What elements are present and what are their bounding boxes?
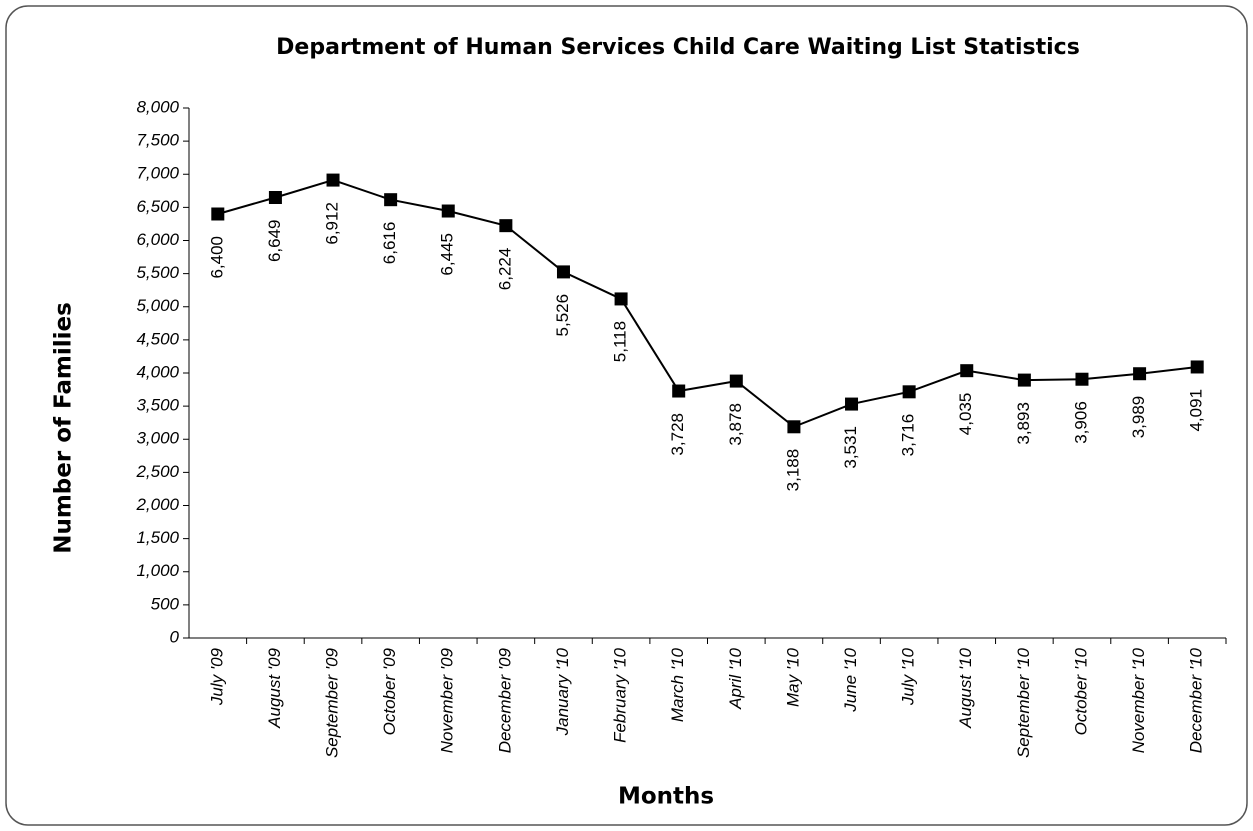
x-tick-label: September '10 [1014,647,1033,758]
x-tick-label: July '09 [207,647,226,706]
x-tick-label: September '09 [323,647,342,758]
y-tick-label: 1,000 [136,561,179,580]
data-label: 3,878 [726,403,745,446]
marker [1017,373,1031,387]
data-label: 6,224 [495,248,514,291]
x-tick-label: March '10 [668,647,687,722]
chart-border [5,5,1248,826]
data-label: 4,035 [956,393,975,436]
marker [614,292,628,306]
y-tick-label: 4,500 [136,329,179,348]
marker [211,207,225,221]
y-tick-label: 7,500 [136,131,179,150]
x-tick-label: December '10 [1187,647,1206,753]
data-label: 6,400 [207,236,226,279]
y-tick-label: 500 [151,594,180,613]
marker [1075,372,1089,386]
x-tick-label: October '09 [380,647,399,735]
marker [1133,367,1147,381]
x-tick-label: August '10 [956,647,975,728]
marker [1190,360,1204,374]
data-label: 6,445 [438,233,457,276]
y-tick-label: 4,000 [136,362,179,381]
data-label: 5,526 [553,294,572,337]
marker [268,191,282,205]
data-label: 3,906 [1071,401,1090,444]
marker [902,385,916,399]
y-tick-label: 2,500 [135,462,179,481]
x-tick-label: June '10 [841,647,860,712]
data-label: 3,989 [1129,396,1148,439]
x-tick-label: February '10 [611,647,630,742]
data-label: 5,118 [611,321,630,362]
y-tick-label: 6,500 [136,197,179,216]
x-tick-label: November '10 [1129,647,1148,753]
marker [326,173,340,187]
marker [441,204,455,218]
x-tick-label: May '10 [783,647,802,707]
marker [672,384,686,398]
line [217,179,1198,428]
marker [960,364,974,378]
data-label: 4,091 [1187,389,1206,432]
marker [556,265,570,279]
x-tick-label: December '09 [495,647,514,753]
x-axis-label: Months [618,784,714,810]
marker [384,193,398,207]
x-tick-label: January '10 [553,647,572,736]
y-tick-label: 3,500 [136,396,179,415]
y-tick-label: 3,000 [136,429,179,448]
x-tick-label: April '10 [726,647,745,709]
data-label: 3,893 [1014,402,1033,445]
data-label: 6,912 [323,202,342,245]
marker [845,397,859,411]
data-label: 3,188 [783,449,802,492]
data-label: 3,716 [899,414,918,457]
data-label: 3,728 [668,413,687,456]
y-tick-label: 0 [170,627,180,646]
y-tick-label: 1,500 [136,528,179,547]
y-tick-label: 8,000 [136,97,179,116]
data-label: 6,616 [380,222,399,265]
x-tick-label: October '10 [1071,647,1090,735]
y-axis-label: Number of Families [51,302,77,554]
y-tick-label: 6,000 [136,230,179,249]
x-tick-label: July '10 [899,647,918,706]
y-tick-label: 5,500 [136,263,179,282]
chart-title: Department of Human Services Child Care … [276,35,1080,60]
y-tick-label: 5,000 [136,296,179,315]
data-label: 6,649 [265,220,284,263]
y-tick-label: 2,000 [135,495,179,514]
x-tick-label: November '09 [438,647,457,753]
marker [729,374,743,388]
marker [787,420,801,434]
y-tick-label: 7,000 [136,164,179,183]
x-tick-label: August '09 [265,647,284,728]
data-label: 3,531 [841,426,860,469]
marker [499,219,513,233]
